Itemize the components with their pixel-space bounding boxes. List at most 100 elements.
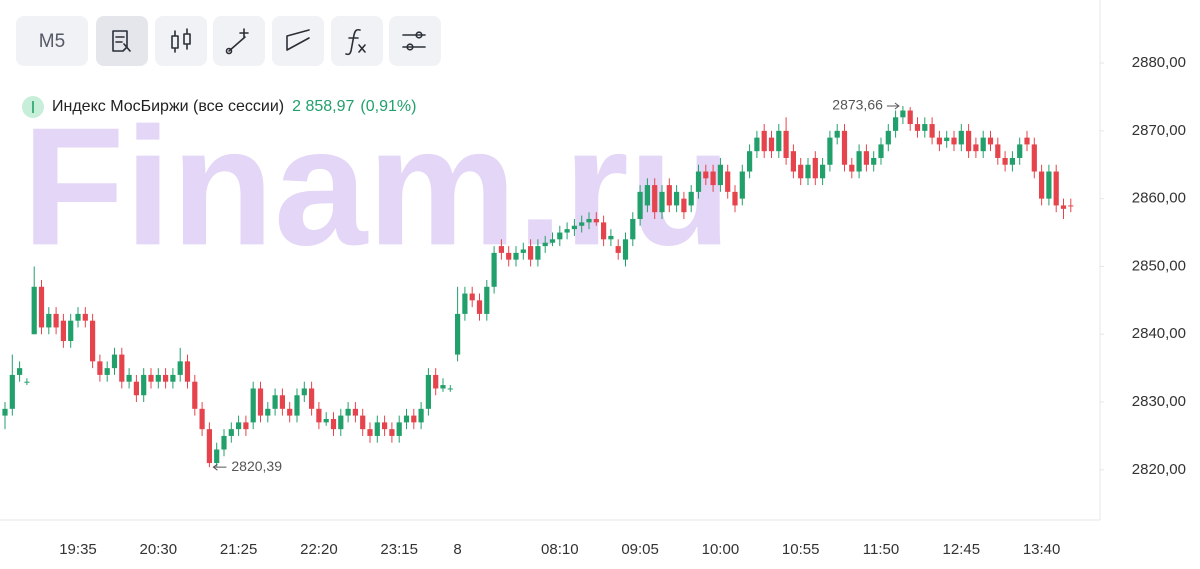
candle-body [601,222,607,240]
candle-body [827,137,833,165]
candle-body [557,232,563,240]
icon [415,31,423,39]
candle-body [542,242,548,247]
icon [225,47,233,55]
candle-body [9,374,15,409]
candle-body [53,313,59,328]
candle-body [783,130,789,158]
candle-body [374,422,380,436]
candle-body [236,422,242,430]
candle-body [462,293,468,314]
y-tick-label: 2880,00 [1132,54,1186,71]
candle-body [250,388,256,423]
x-tick-label: 12:45 [943,541,981,558]
y-tick-label: 2840,00 [1132,325,1186,342]
candle-body [1031,144,1037,172]
candle-body [1017,144,1023,158]
candle-body [885,130,891,145]
candle-body [966,130,972,152]
candle-body [46,313,52,328]
candle-body [24,381,30,383]
legend: Индекс МосБиржи (все сессии) 2 858,97 (0… [22,96,416,118]
tool-button[interactable] [96,16,148,66]
candle-body [520,249,526,253]
annotation-label: 2820,39 [231,458,282,474]
candle-body [622,239,629,260]
candle-body [126,374,132,382]
candle-body [345,408,351,416]
tool-button[interactable] [213,16,265,66]
candle-body [929,124,935,138]
y-tick-label: 2870,00 [1132,122,1186,139]
candle-body [228,429,234,436]
candle-body [352,408,358,416]
candle-body [535,246,541,260]
icon [406,43,414,51]
candle-body [630,218,636,240]
tool-button[interactable] [331,16,383,66]
legend-change: (0,91%) [360,98,416,115]
candle-body [491,252,497,287]
candle-body [367,429,373,436]
candle-body [695,171,702,192]
candle-body [922,124,928,131]
tool-button[interactable] [155,16,207,66]
candle-body [141,374,147,396]
candle-body [309,388,315,409]
x-tick-label: 20:30 [140,541,178,558]
candle-body [1046,171,1052,199]
candle-body [382,422,388,430]
candle-body [338,415,344,430]
tool-button[interactable] [272,16,324,66]
x-tick-label: 19:35 [59,541,97,558]
candle-body [265,408,271,416]
candle-body [104,368,110,375]
candle-body [279,395,285,409]
x-tick-label: 21:25 [220,541,258,558]
candle-body [1053,171,1059,206]
candle-body [615,246,621,253]
candle-body [192,381,198,409]
candle-body [980,137,986,152]
candle-body [878,144,884,158]
interval-button[interactable] [16,16,88,66]
candle-body [403,415,410,423]
candle-body [177,361,183,375]
x-tick-label: 22:20 [300,541,338,558]
x-tick-label: 10:55 [782,541,820,558]
candle-body [936,137,942,145]
x-tick-label: 23:15 [380,541,418,558]
annotation-arrow [212,463,227,471]
candle-body [214,449,220,464]
candle-body [272,395,278,409]
y-tick-label: 2860,00 [1132,190,1186,207]
candle-body [82,313,88,321]
candle-body [849,164,855,172]
x-tick-label: 09:05 [621,541,659,558]
candle-body [1068,205,1074,207]
candle-body [549,239,556,243]
candle-body [812,157,818,179]
candle-body [681,198,687,213]
candle-body [805,164,811,179]
candle-body [790,151,796,172]
y-tick-label: 2820,00 [1132,461,1186,478]
candle-body [257,388,264,416]
candle-body [834,130,840,138]
candle-body [330,418,337,430]
candle-body [2,408,8,416]
candle-body [841,130,848,165]
candle-body [68,320,74,342]
candle-body [856,151,862,172]
candle-body [455,313,461,355]
candle-body [995,144,1001,158]
x-tick-label: 08:10 [541,541,579,558]
y-tick-label: 2830,00 [1132,393,1186,410]
annotation-label: 2873,66 [832,97,883,113]
x-tick-label: 11:50 [863,541,899,558]
tool-button[interactable] [389,16,441,66]
x-tick-label: 10:00 [702,541,740,558]
candle-body [747,151,753,172]
icon [286,29,310,51]
